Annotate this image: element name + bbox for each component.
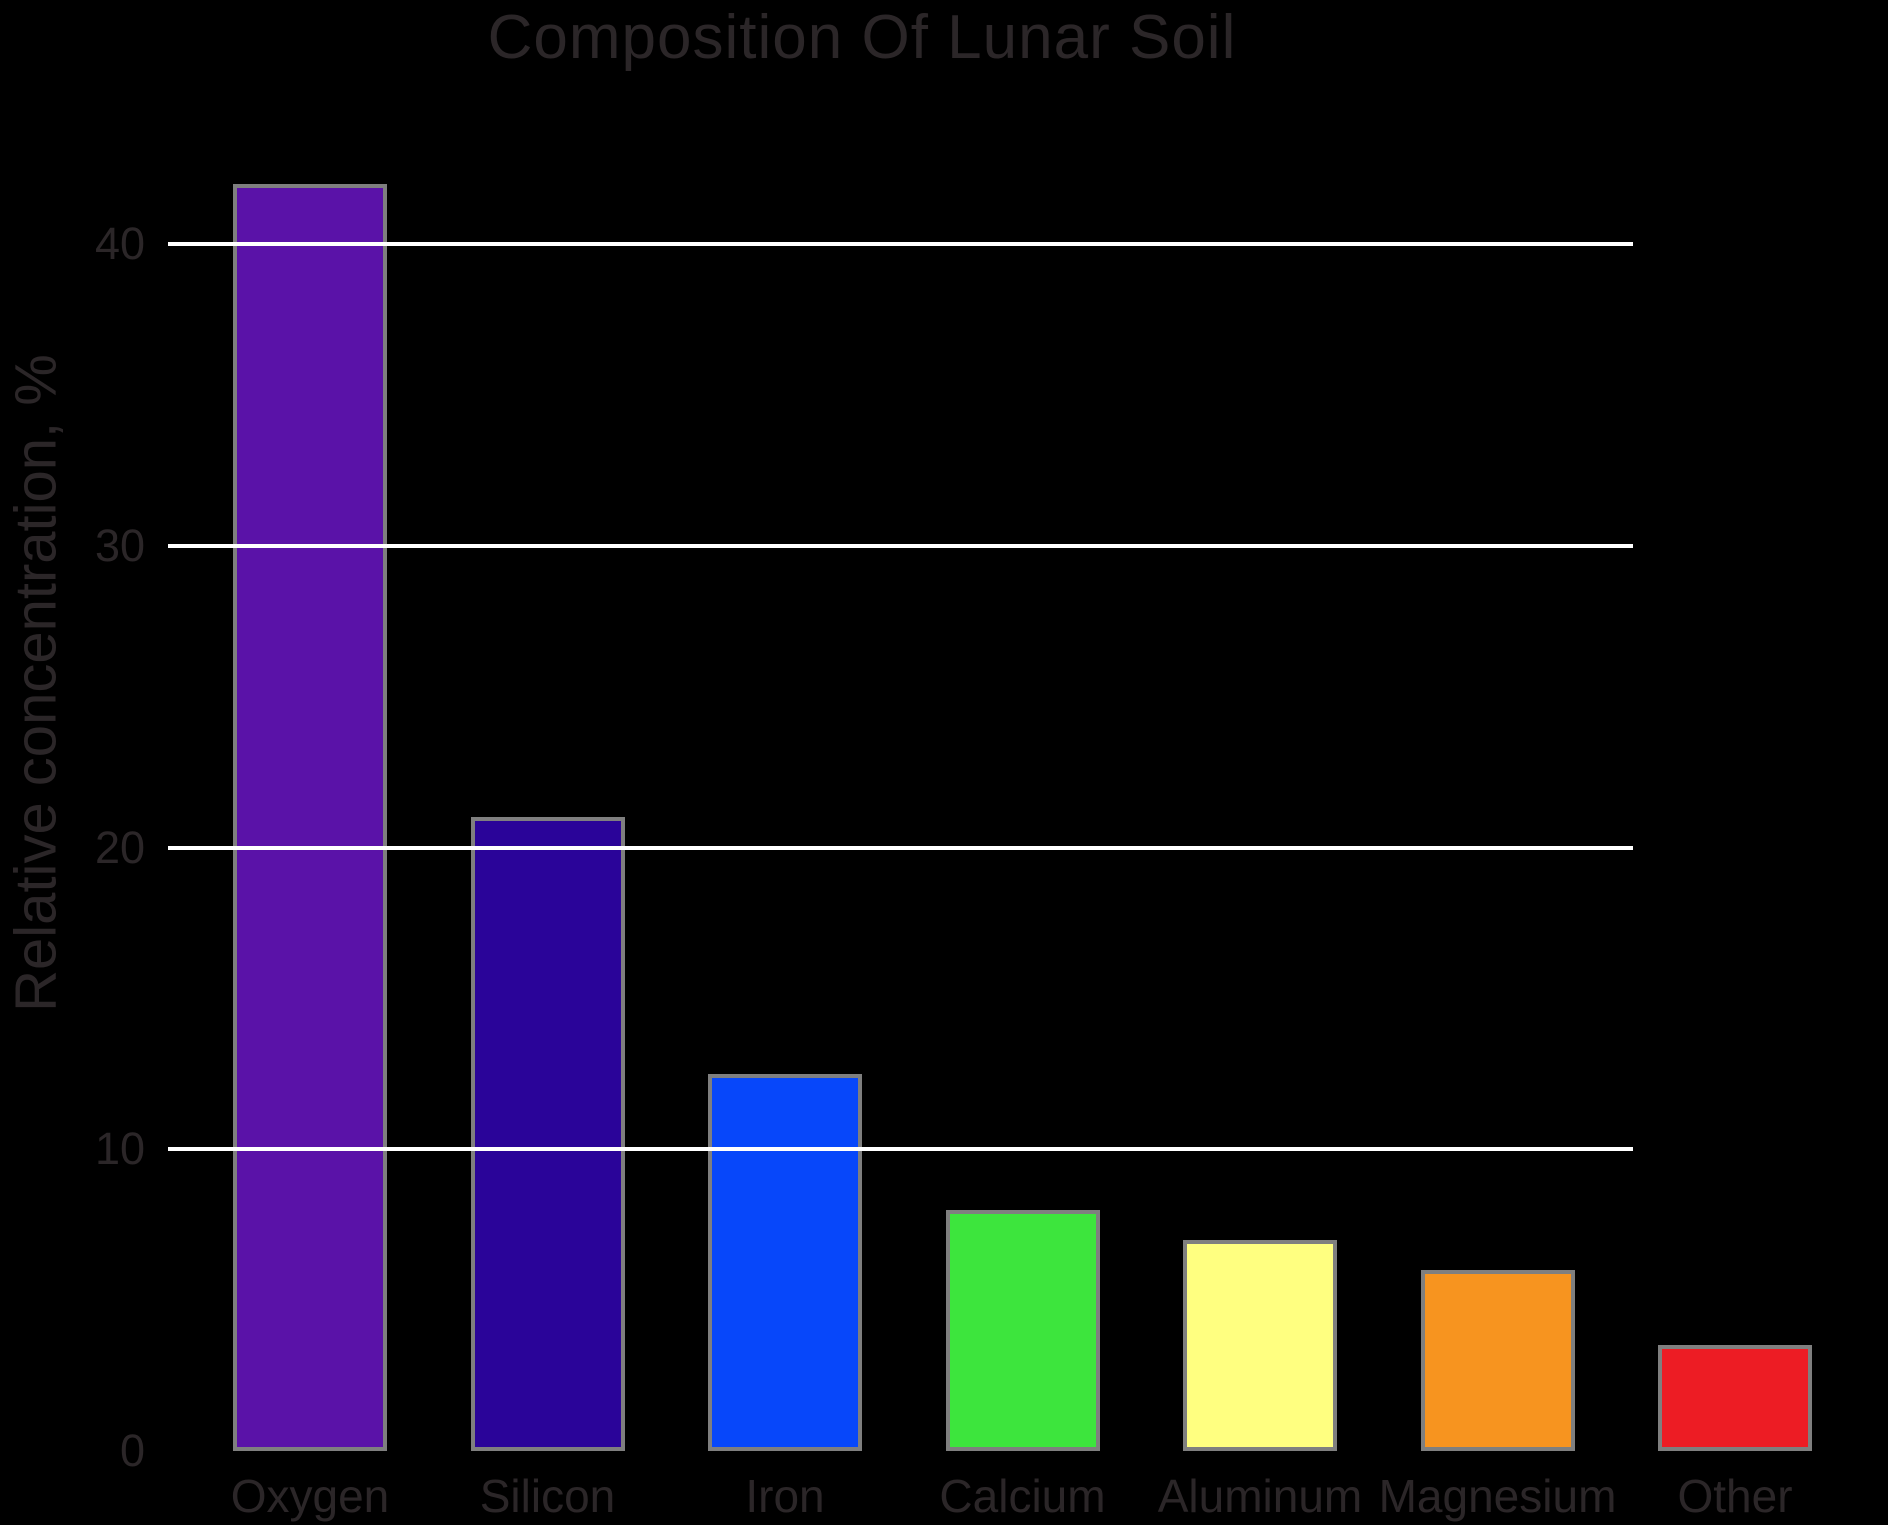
- bar-magnesium: [1420, 1269, 1575, 1451]
- y-tick-label-10: 10: [94, 1123, 145, 1175]
- gridline-40: [168, 242, 1633, 247]
- y-axis-label: Relative concentration, %: [3, 354, 69, 1012]
- gridline-20: [168, 845, 1633, 850]
- bar-silicon: [470, 817, 625, 1451]
- y-tick-label-40: 40: [94, 218, 145, 270]
- bar-iron: [708, 1073, 862, 1451]
- gridline-30: [168, 543, 1633, 548]
- gridline-10: [168, 1147, 1633, 1152]
- x-tick-label-magnesium: Magnesium: [1378, 1470, 1617, 1522]
- bar-oxygen: [233, 183, 387, 1451]
- bar-aluminum: [1183, 1239, 1337, 1451]
- x-tick-label-calcium: Calcium: [939, 1470, 1106, 1522]
- y-tick-label-0: 0: [119, 1425, 145, 1476]
- bar-other: [1658, 1345, 1812, 1451]
- y-tick-label-20: 20: [94, 821, 145, 873]
- x-tick-label-oxygen: Oxygen: [230, 1470, 390, 1522]
- x-tick-label-iron: Iron: [745, 1470, 825, 1522]
- x-tick-label-aluminum: Aluminum: [1157, 1470, 1363, 1522]
- chart-title: Composition Of Lunar Soil: [487, 3, 1237, 72]
- bar-calcium: [945, 1209, 1100, 1451]
- y-tick-label-30: 30: [94, 519, 145, 571]
- x-tick-label-other: Other: [1677, 1470, 1793, 1522]
- x-tick-label-silicon: Silicon: [479, 1470, 616, 1522]
